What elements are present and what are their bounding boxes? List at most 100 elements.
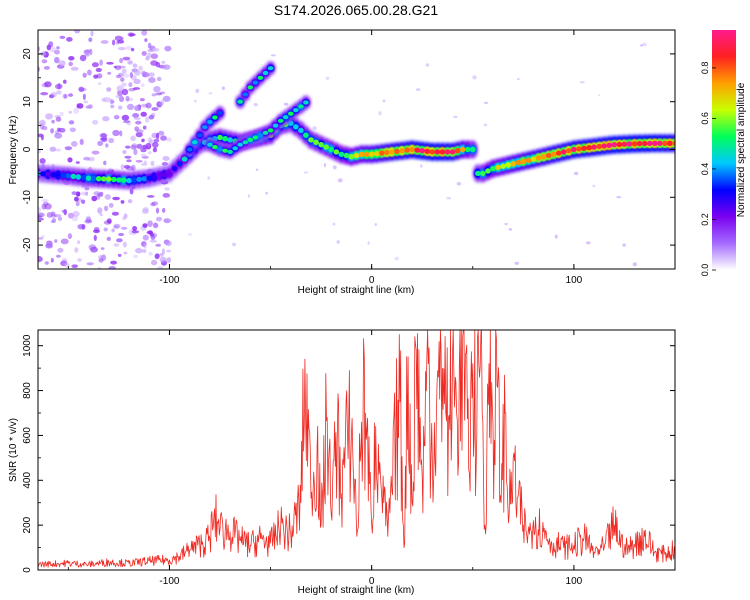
noise-speckle <box>161 162 168 166</box>
noise-speckle <box>639 44 644 47</box>
noise-speckle <box>484 101 489 104</box>
noise-speckle <box>152 147 157 153</box>
ridge-core <box>55 172 61 178</box>
ridge-core <box>212 145 218 150</box>
noise-speckle <box>40 92 49 96</box>
colorbar-tick-label: 0.2 <box>700 213 710 226</box>
ridge-core <box>293 108 299 113</box>
noise-speckle <box>70 66 79 71</box>
ridge-core <box>379 150 385 156</box>
noise-speckle <box>420 164 423 168</box>
noise-speckle <box>99 59 103 66</box>
noise-speckle <box>76 103 84 109</box>
ridge-core <box>449 149 456 155</box>
ridge-core <box>561 149 567 155</box>
noise-speckle <box>58 60 66 66</box>
ridge-core <box>65 173 72 179</box>
ridge-core <box>409 146 415 153</box>
noise-speckle <box>117 89 123 97</box>
noise-speckle <box>116 238 123 243</box>
noise-speckle <box>63 79 67 84</box>
noise-speckle <box>123 213 128 219</box>
noise-speckle <box>93 191 101 196</box>
noise-speckle <box>141 30 148 36</box>
noise-speckle <box>38 217 44 221</box>
ridge-core <box>282 115 289 120</box>
noise-speckle <box>59 111 64 117</box>
noise-speckle <box>38 237 44 240</box>
ridge-core <box>197 133 203 138</box>
ridge-core <box>373 151 380 157</box>
noise-speckle <box>138 65 143 71</box>
noise-speckle <box>123 73 130 78</box>
noise-speckle <box>81 199 86 204</box>
noise-speckle <box>141 138 145 143</box>
noise-speckle <box>131 230 140 234</box>
noise-speckle <box>99 213 103 217</box>
ridge-core <box>662 140 668 146</box>
noise-speckle <box>120 200 125 204</box>
noise-speckle <box>150 53 159 59</box>
noise-speckle <box>115 74 122 79</box>
noise-speckle <box>60 238 69 245</box>
noise-speckle <box>195 88 200 93</box>
noise-speckle <box>56 90 62 95</box>
ridge-core <box>50 171 56 178</box>
noise-speckle <box>54 49 60 55</box>
noise-speckle <box>517 77 520 81</box>
noise-speckle <box>152 93 158 96</box>
spectrogram-y-label: Frequency (Hz) <box>8 116 19 185</box>
noise-speckle <box>57 82 61 90</box>
ridge-core <box>515 159 522 166</box>
noise-speckle <box>112 129 120 137</box>
noise-speckle <box>140 147 147 153</box>
noise-speckle <box>145 116 149 123</box>
noise-speckle <box>140 111 147 117</box>
ridge-core <box>566 148 572 154</box>
noise-speckle <box>38 149 42 154</box>
noise-speckle <box>153 138 160 143</box>
noise-speckle <box>104 194 112 200</box>
colorbar-tick-label: 0.0 <box>700 264 710 277</box>
noise-speckle <box>140 162 148 166</box>
ridge-core <box>257 75 264 80</box>
ridge-core <box>631 141 638 147</box>
ridge-core <box>404 147 410 153</box>
noise-speckle <box>121 82 127 87</box>
noise-speckle <box>142 125 147 130</box>
noise-speckle <box>125 95 130 102</box>
noise-speckle <box>106 87 112 92</box>
ridge-core <box>576 146 582 152</box>
colorbar: 0.0 0.2 0.4 0.6 0.8 Normalized spectral ampl… <box>700 30 747 276</box>
noise-speckle <box>144 38 148 42</box>
noise-speckle <box>508 228 512 231</box>
ridge-core <box>348 154 355 160</box>
ridge-core <box>459 146 466 153</box>
noise-speckle <box>50 257 54 263</box>
colorbar-ticks: 0.0 0.2 0.4 0.6 0.8 <box>700 62 716 277</box>
noise-speckle <box>38 212 45 218</box>
x-tick-label: 100 <box>566 275 583 286</box>
noise-speckle <box>155 243 162 247</box>
noise-speckle <box>208 92 213 95</box>
noise-speckle <box>103 227 108 232</box>
ridge-core <box>485 168 491 174</box>
noise-speckle <box>57 247 64 253</box>
noise-speckle <box>483 123 487 127</box>
ridge-core <box>252 80 259 85</box>
noise-speckle <box>166 249 171 253</box>
noise-speckle <box>41 203 47 210</box>
noise-speckle <box>99 137 107 141</box>
noise-speckle <box>134 105 140 112</box>
noise-speckle <box>141 51 147 56</box>
snr-panel: -100 0 100 0 200 400 600 800 1000 Height of str… <box>8 329 676 596</box>
noise-speckle <box>79 138 84 145</box>
ridge-core <box>535 155 542 161</box>
noise-speckle <box>90 246 98 253</box>
noise-speckle <box>207 176 210 180</box>
noise-speckle <box>106 236 111 241</box>
snr-series-line <box>38 330 675 568</box>
ridge-core <box>652 140 658 146</box>
ridge-core <box>439 149 446 155</box>
